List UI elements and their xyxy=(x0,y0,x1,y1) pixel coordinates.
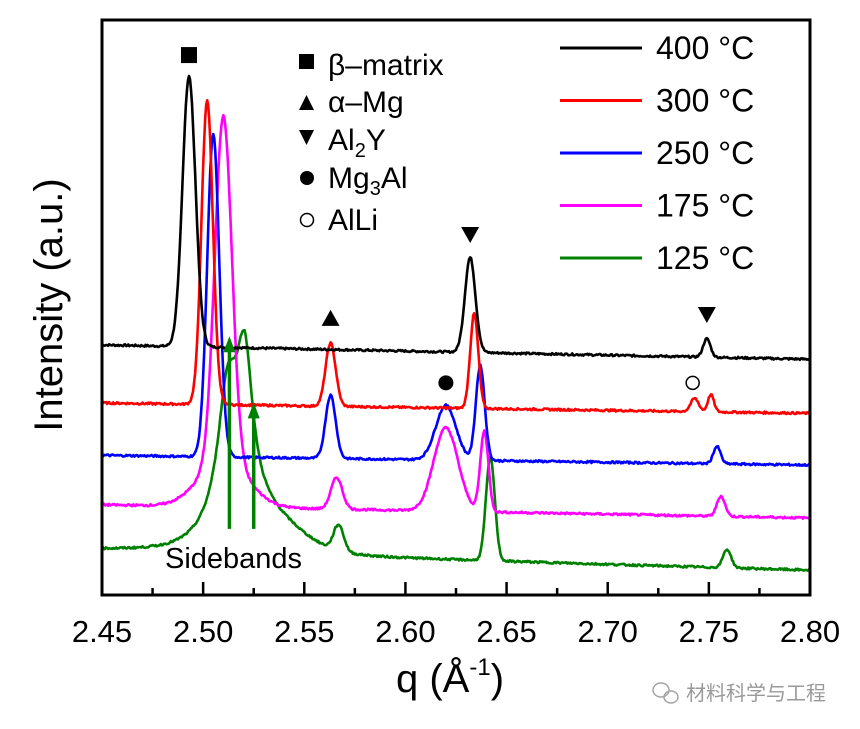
temperature-legend: 400 °C 300 °C 250 °C 175 °C 125 °C xyxy=(560,30,754,276)
peak-markers-layer xyxy=(180,47,716,391)
legend-beta-matrix: β–matrix xyxy=(328,49,444,82)
series-line-300c xyxy=(101,99,811,416)
x-tick-label: 2.80 xyxy=(780,614,840,649)
x-tick-label: 2.70 xyxy=(578,614,638,649)
sideband-arrow-head-icon xyxy=(223,336,236,353)
filled-square-icon xyxy=(299,54,314,69)
legend-mg3al: Mg3Al xyxy=(328,162,408,200)
watermark: 材料科学与工程 xyxy=(652,682,826,705)
x-tick-label: 2.60 xyxy=(375,614,435,649)
series-line-125c xyxy=(100,328,811,572)
filled-circle-icon xyxy=(300,171,314,185)
legend-label-250c: 250 °C xyxy=(656,135,754,171)
filled-square-marker-icon xyxy=(180,47,197,64)
watermark-text: 材料科学与工程 xyxy=(686,682,826,705)
wechat-icon xyxy=(652,682,679,704)
filled-triangle-down-icon xyxy=(299,130,314,145)
x-tick-label: 2.50 xyxy=(173,614,233,649)
curves-layer xyxy=(100,74,811,572)
legend-label-125c: 125 °C xyxy=(656,240,754,276)
legend-alli: AlLi xyxy=(328,204,378,237)
x-tick-label: 2.45 xyxy=(72,614,132,649)
filled-triangle-up-marker-icon xyxy=(321,309,340,326)
legend-alpha-mg: α–Mg xyxy=(328,86,404,119)
sidebands-label: Sidebands xyxy=(165,543,302,575)
x-ticks: 2.45 2.50 2.55 2.60 2.65 2.70 2.75 2.80 xyxy=(72,582,840,649)
filled-triangle-down-marker-icon xyxy=(461,227,480,244)
legend-label-400c: 400 °C xyxy=(656,30,754,66)
filled-triangle-down-marker-icon xyxy=(697,306,716,323)
open-circle-icon xyxy=(299,212,315,228)
legend-label-175c: 175 °C xyxy=(656,188,754,224)
legend-label-300c: 300 °C xyxy=(656,83,754,119)
series-line-400c xyxy=(101,74,811,362)
series-line-175c xyxy=(101,113,811,520)
sideband-arrows xyxy=(223,336,260,529)
sideband-arrow-head-icon xyxy=(247,402,260,419)
x-tick-label: 2.55 xyxy=(274,614,334,649)
phase-legend: β–matrix α–Mg Al2Y Mg3Al AlLi xyxy=(299,49,444,237)
x-axis-label: q (Å-1) xyxy=(396,654,504,701)
legend-al2y: Al2Y xyxy=(328,124,386,162)
open-circle-marker-icon xyxy=(685,375,700,391)
filled-triangle-up-icon xyxy=(299,95,314,110)
series-line-250c xyxy=(101,132,811,468)
filled-circle-marker-icon xyxy=(438,375,454,391)
x-tick-label: 2.65 xyxy=(476,614,536,649)
y-axis-label: Intensity (a.u.) xyxy=(27,178,71,431)
x-tick-label: 2.75 xyxy=(679,614,739,649)
